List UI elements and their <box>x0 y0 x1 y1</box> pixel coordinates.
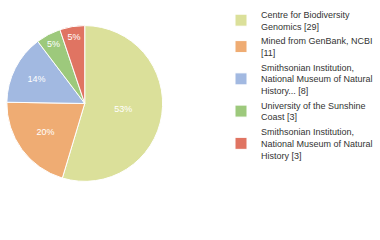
svg-text:53%: 53% <box>114 104 132 114</box>
svg-text:5%: 5% <box>67 32 80 42</box>
svg-text:14%: 14% <box>27 74 45 84</box>
svg-text:20%: 20% <box>37 127 55 137</box>
svg-text:Smithsonian Institution,Nation: Smithsonian Institution,National Museum … <box>261 63 373 96</box>
svg-text:5%: 5% <box>47 39 60 49</box>
svg-text:Centre for BiodiversityGenomic: Centre for BiodiversityGenomics [29] <box>261 10 350 32</box>
svg-text:University of the SunshineCoas: University of the SunshineCoast [3] <box>261 101 366 123</box>
svg-text:Smithsonian Institution,Nation: Smithsonian Institution,National Museum … <box>261 127 373 160</box>
svg-text:Mined from GenBank, NCBI[11]: Mined from GenBank, NCBI[11] <box>261 36 373 58</box>
